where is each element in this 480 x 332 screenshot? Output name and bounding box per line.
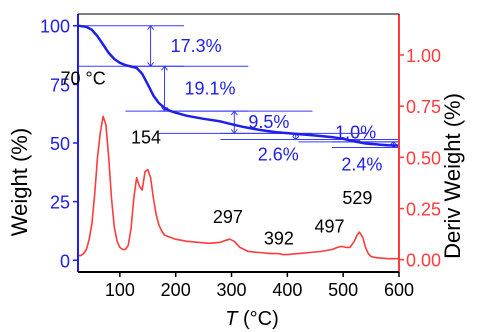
x-axis-label-variable: T	[225, 308, 239, 330]
y-left-tick-label: 75	[50, 75, 70, 95]
y-right-tick-label: 1.00	[406, 46, 441, 66]
weight-step-marker: 2.4%	[332, 141, 399, 175]
peak-label: 392	[264, 229, 294, 249]
y-left-tick-label: 50	[50, 134, 70, 154]
weight-step-marker: 17.3%	[78, 24, 222, 68]
x-tick-label: 400	[272, 280, 302, 300]
weight-step-label: 19.1%	[185, 79, 236, 99]
x-tick-label: 600	[384, 280, 414, 300]
step-arrow-head-up	[230, 110, 238, 116]
x-tick-label: 500	[328, 280, 358, 300]
x-tick-label: 300	[216, 280, 246, 300]
peak-label: 529	[342, 188, 372, 208]
series-layer	[77, 24, 400, 260]
y-axis-left-label: Weight (%)	[7, 128, 32, 236]
y-left-tick-label: 25	[50, 193, 70, 213]
x-tick-label: 200	[161, 280, 191, 300]
x-axis-label-unit: (°C)	[237, 308, 278, 330]
weight-step-label: 2.6%	[258, 144, 299, 164]
weight-step-label: 2.4%	[341, 155, 382, 175]
axes-layer	[77, 13, 400, 273]
weight-step-label: 17.3%	[171, 36, 222, 56]
step-arrow-head-up	[161, 65, 168, 71]
y-right-tick-label: 0.75	[406, 97, 441, 117]
peak-label: 70 °C	[61, 68, 106, 88]
peak-label: 154	[131, 128, 161, 148]
x-axis-label: T (°C)	[225, 308, 279, 330]
y-right-tick-label: 0.50	[406, 148, 441, 168]
step-arrow-head-up	[147, 24, 154, 31]
peak-label: 497	[314, 216, 344, 236]
weight-curve	[77, 24, 400, 147]
weight-loss-markers: 17.3% 19.1% 9.5% 2.6% 1.0% 2.4%	[78, 24, 399, 175]
weight-step-marker: 9.5%	[158, 110, 313, 135]
peak-labels-layer: 70 °C 154 297 392 497 529	[61, 68, 373, 248]
step-arrow-head-down	[292, 136, 300, 141]
weight-step-marker: 19.1%	[125, 65, 249, 112]
deriv-weight-curve	[78, 115, 399, 260]
y-left-tick-label: 0	[60, 251, 70, 271]
ticks-layer: 100 200 300 400 500 600 0 25 50 75 100 0.00 0.25 0.50…	[40, 17, 441, 300]
weight-step-label: 9.5%	[248, 112, 289, 132]
y-right-tick-label: 0.00	[406, 251, 441, 271]
weight-step-label: 1.0%	[335, 123, 376, 143]
step-arrow-head-up	[390, 141, 397, 146]
y-axis-right-label: Deriv Weight (%)	[440, 93, 465, 259]
weight-step-marker: 2.6%	[220, 132, 369, 164]
y-left-tick-label: 100	[40, 17, 70, 37]
step-arrow-head-up	[353, 138, 361, 142]
y-right-tick-label: 0.25	[406, 200, 441, 220]
x-tick-label: 100	[105, 280, 135, 300]
peak-label: 297	[213, 207, 243, 227]
